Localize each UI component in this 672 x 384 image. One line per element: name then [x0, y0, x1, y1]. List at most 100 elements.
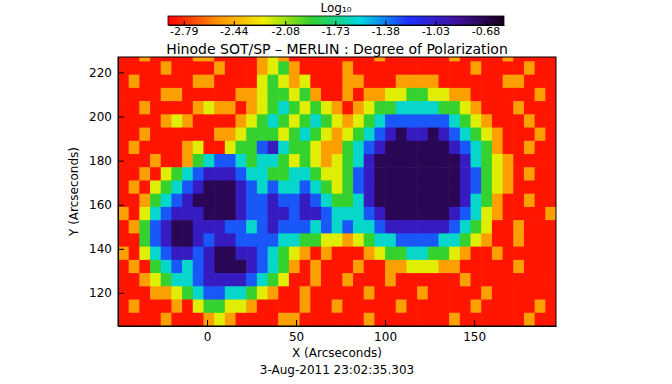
heatmap-cell: [332, 286, 343, 300]
heatmap-cell: [300, 286, 311, 300]
heatmap-cell: [203, 61, 214, 75]
heatmap-cell: [171, 128, 182, 142]
heatmap-cell: [203, 247, 214, 261]
heatmap-cell: [129, 300, 140, 314]
heatmap-cell: [289, 75, 300, 89]
x-axis-tick-label: 150: [463, 330, 486, 344]
heatmap-cell: [481, 194, 492, 208]
heatmap-cell: [342, 300, 353, 314]
heatmap-cell: [193, 260, 204, 274]
heatmap-cell: [513, 273, 524, 287]
heatmap-cell: [438, 141, 449, 155]
heatmap-cell: [182, 88, 193, 102]
heatmap-cell: [417, 220, 428, 234]
heatmap-cell: [481, 101, 492, 115]
heatmap-cell: [289, 220, 300, 234]
heatmap-cell: [310, 141, 321, 155]
heatmap-cell: [150, 88, 161, 102]
heatmap-cell: [481, 128, 492, 142]
heatmap-cell: [396, 247, 407, 261]
heatmap-cell: [428, 247, 439, 261]
heatmap-cell: [385, 313, 396, 326]
heatmap-cell: [150, 180, 161, 194]
heatmap-cell: [161, 61, 172, 75]
y-axis-tick-label: 140: [89, 242, 112, 256]
heatmap-cell: [460, 167, 471, 181]
heatmap-cell: [374, 61, 385, 75]
heatmap-cell: [545, 273, 556, 287]
heatmap-cell: [481, 207, 492, 221]
heatmap-cell: [246, 75, 257, 89]
heatmap-cell: [545, 286, 556, 300]
heatmap-cell: [513, 101, 524, 115]
heatmap-cell: [535, 128, 546, 142]
heatmap-cell: [129, 260, 140, 274]
heatmap-cell: [203, 114, 214, 128]
heatmap-cell: [225, 286, 236, 300]
heatmap-cell: [374, 220, 385, 234]
heatmap-cell: [332, 233, 343, 247]
heatmap-cell: [182, 128, 193, 142]
heatmap-cell: [503, 114, 514, 128]
heatmap-cell: [364, 260, 375, 274]
heatmap-cell: [236, 128, 247, 142]
heatmap-cell: [257, 233, 268, 247]
heatmap-cell: [193, 286, 204, 300]
heatmap-cell: [225, 101, 236, 115]
heatmap-cell: [118, 88, 129, 102]
heatmap-cell: [139, 141, 150, 155]
heatmap-cell: [438, 247, 449, 261]
heatmap-cell: [225, 167, 236, 181]
heatmap-cell: [225, 180, 236, 194]
heatmap-cell: [545, 88, 556, 102]
heatmap-cell: [535, 154, 546, 168]
heatmap-cell: [203, 180, 214, 194]
heatmap-cell: [428, 101, 439, 115]
heatmap-cell: [300, 128, 311, 142]
heatmap-cell: [524, 114, 535, 128]
heatmap-cell: [332, 154, 343, 168]
heatmap-cell: [535, 260, 546, 274]
heatmap-cell: [321, 313, 332, 326]
heatmap-cell: [289, 273, 300, 287]
heatmap-cell: [545, 141, 556, 155]
heatmap-cell: [492, 154, 503, 168]
heatmap-cell: [203, 57, 214, 62]
heatmap-cell: [406, 154, 417, 168]
heatmap-cell: [118, 61, 129, 75]
x-axis-tick: 0: [204, 320, 212, 344]
heatmap-cell: [417, 128, 428, 142]
heatmap-cell: [342, 128, 353, 142]
heatmap-cell: [438, 260, 449, 274]
y-axis-tick: 120: [89, 286, 124, 300]
heatmap-cell: [417, 75, 428, 89]
heatmap-cell: [471, 233, 482, 247]
heatmap-cell: [460, 114, 471, 128]
heatmap-cell: [406, 313, 417, 326]
heatmap-cell: [300, 75, 311, 89]
heatmap-cell: [503, 220, 514, 234]
heatmap-cell: [278, 167, 289, 181]
heatmap-cell: [449, 167, 460, 181]
x-axis-tick-label: 50: [289, 330, 304, 344]
heatmap-cell: [161, 207, 172, 221]
heatmap-cell: [524, 233, 535, 247]
x-axis-tick-label: 0: [204, 330, 212, 344]
heatmap-cell: [246, 128, 257, 142]
heatmap-cell: [300, 180, 311, 194]
heatmap-cell: [428, 300, 439, 314]
heatmap-cell: [171, 194, 182, 208]
heatmap-cell: [481, 75, 492, 89]
heatmap-cell: [449, 61, 460, 75]
y-axis-tick-mark: [118, 72, 124, 73]
heatmap-cell: [428, 61, 439, 75]
heatmap-cell: [503, 233, 514, 247]
heatmap-cell: [278, 220, 289, 234]
heatmap-cell: [492, 141, 503, 155]
heatmap-cell: [535, 141, 546, 155]
heatmap-cell: [310, 273, 321, 287]
heatmap-cell: [289, 141, 300, 155]
heatmap-cell: [310, 75, 321, 89]
heatmap-cell: [513, 141, 524, 155]
heatmap-cell: [385, 128, 396, 142]
